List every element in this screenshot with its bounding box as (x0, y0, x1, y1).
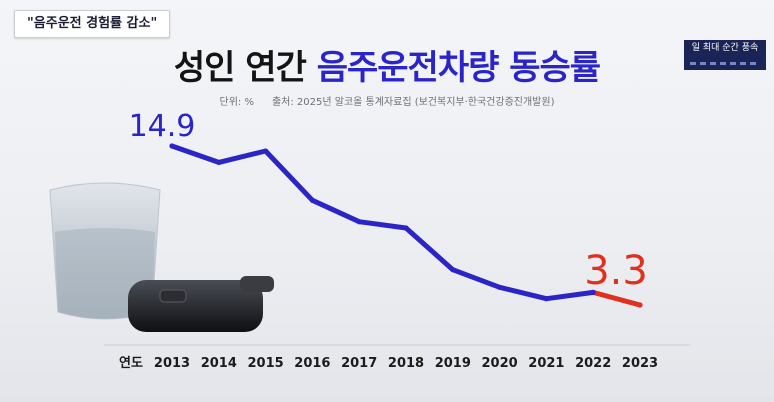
corner-badge-strip (690, 62, 760, 65)
data-label-2023: 3.3 (584, 248, 648, 294)
car-key-blade (240, 276, 274, 292)
chart-title-accent: 음주운전차량 동승률 (316, 48, 601, 88)
corner-badge-text: 일 최대 순간 풍속 (691, 43, 759, 53)
x-tick-2013: 2013 (154, 356, 190, 371)
x-tick-2014: 2014 (201, 356, 237, 371)
chart-title: 성인 연간 음주운전차량 동승률 (0, 40, 774, 89)
data-point-2014 (216, 159, 222, 166)
x-tick-2019: 2019 (435, 356, 471, 371)
data-label-2013: 14.9 (129, 109, 196, 144)
x-axis-label: 연도 (119, 356, 143, 371)
data-point-2013 (169, 143, 175, 149)
data-point-2023 (637, 302, 643, 308)
x-tick-layer: 연도 2013 2014 2015 2016 2017 2018 2019 2020 2021 20… (119, 356, 658, 371)
x-tick-2017: 2017 (341, 356, 377, 371)
source-line: 단위: % 출처: 2025년 알코올 통계자료집 (보건복지부·한국건강증진개발… (0, 93, 774, 108)
x-tick-2016: 2016 (294, 356, 330, 371)
car-key-button (159, 289, 187, 303)
source-label: 출처: 2025년 알코올 통계자료집 (보건복지부·한국건강증진개발원) (271, 97, 555, 108)
series-layer (169, 143, 643, 308)
data-point-2017 (356, 219, 362, 225)
x-tick-2022: 2022 (575, 356, 611, 371)
labels-layer: 14.9 3.3 (129, 109, 648, 294)
background-photo (49, 182, 274, 332)
data-point-2019 (450, 267, 456, 273)
unit-label: 단위: % (219, 97, 254, 108)
chart-title-main: 성인 연간 (173, 48, 307, 88)
data-point-2015 (263, 148, 269, 154)
data-point-2022 (590, 289, 596, 295)
broadcast-corner-badge: 일 최대 순간 풍속 (684, 40, 766, 70)
x-tick-2023: 2023 (622, 356, 658, 371)
data-point-2020 (497, 284, 503, 290)
x-tick-2015: 2015 (248, 356, 284, 371)
data-point-2016 (309, 197, 315, 203)
x-tick-2021: 2021 (528, 356, 564, 371)
data-point-2021 (543, 296, 550, 302)
series-line-last-segment (590, 289, 643, 308)
news-headline-tag: "음주운전 경험률 감소" (14, 10, 171, 38)
data-point-2018 (403, 225, 409, 231)
series-line (169, 143, 596, 302)
x-tick-2018: 2018 (388, 356, 424, 371)
x-tick-2020: 2020 (482, 356, 518, 371)
